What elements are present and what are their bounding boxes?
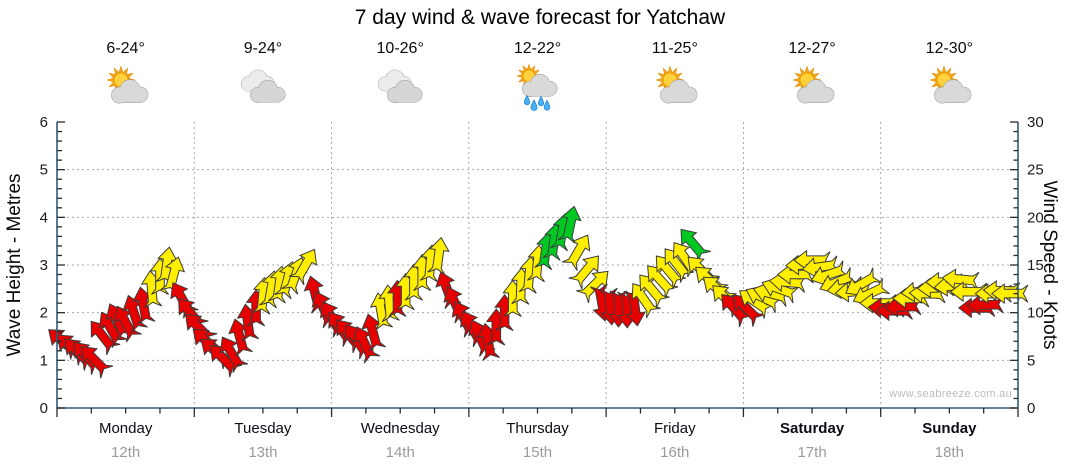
temp-range-saturday: 12-27° bbox=[788, 40, 836, 57]
temp-range-tuesday: 9-24° bbox=[243, 40, 283, 57]
wave-height-tick: 6 bbox=[40, 114, 48, 131]
wind-arrow bbox=[90, 320, 121, 356]
weather-icon-cloudy bbox=[239, 63, 287, 111]
weather-icon-partly-cloudy bbox=[788, 63, 836, 111]
day-label-friday: Friday bbox=[654, 420, 696, 437]
wind-arrow bbox=[427, 236, 450, 275]
wind-arrow bbox=[568, 255, 600, 290]
weather-icon-sun-showers bbox=[514, 63, 562, 111]
wind-arrow bbox=[80, 346, 114, 379]
wind-arrow bbox=[160, 256, 186, 295]
wind-speed-tick: 5 bbox=[1027, 352, 1035, 369]
date-label-thursday: 15th bbox=[523, 444, 552, 461]
weather-icon-cloudy bbox=[376, 63, 424, 111]
wave-height-tick: 0 bbox=[40, 400, 48, 417]
day-label-sunday: Sunday bbox=[922, 420, 977, 437]
date-label-wednesday: 14th bbox=[386, 444, 415, 461]
chart-title: 7 day wind & wave forecast for Yatchaw bbox=[354, 6, 726, 29]
wave-height-tick: 3 bbox=[40, 257, 48, 274]
wind-arrow bbox=[288, 248, 318, 286]
wind-arrow bbox=[966, 294, 1004, 316]
date-label-sunday: 18th bbox=[935, 444, 964, 461]
wind-arrow bbox=[122, 294, 148, 333]
wind-arrow bbox=[639, 274, 670, 309]
wind-arrow bbox=[631, 282, 661, 319]
wind-arrow bbox=[562, 234, 591, 271]
watermark: www.seabreeze.com.au bbox=[889, 388, 1012, 400]
date-label-tuesday: 13th bbox=[248, 444, 277, 461]
weather-icon-partly-cloudy bbox=[925, 63, 973, 111]
day-label-thursday: Thursday bbox=[506, 420, 569, 437]
temp-range-wednesday: 10-26° bbox=[376, 40, 424, 57]
temp-range-friday: 11-25° bbox=[651, 40, 698, 57]
date-label-friday: 16th bbox=[660, 444, 689, 461]
weather-icon-partly-cloudy bbox=[102, 63, 150, 111]
axis-ticks bbox=[56, 121, 1019, 417]
wind-speed-tick: 0 bbox=[1027, 400, 1035, 417]
wind-arrow bbox=[352, 326, 381, 364]
wind-arrow bbox=[113, 305, 142, 343]
date-label-monday: 12th bbox=[111, 444, 140, 461]
day-label-monday: Monday bbox=[99, 420, 153, 437]
wind-speed-tick: 15 bbox=[1027, 257, 1044, 274]
wind-arrow bbox=[647, 265, 679, 299]
temp-range-thursday: 12-22° bbox=[513, 40, 562, 57]
wind-speed-tick: 25 bbox=[1027, 162, 1044, 179]
wave-height-tick: 4 bbox=[40, 209, 48, 226]
wind-arrow bbox=[941, 268, 980, 290]
wave-height-tick: 5 bbox=[40, 162, 48, 179]
wind-arrow bbox=[557, 205, 582, 244]
wave-height-tick: 1 bbox=[40, 352, 48, 369]
temp-range-sunday: 12-30° bbox=[925, 40, 973, 57]
day-label-wednesday: Wednesday bbox=[361, 420, 440, 437]
temp-range-monday: 6-24° bbox=[106, 40, 145, 57]
day-label-tuesday: Tuesday bbox=[234, 420, 291, 437]
wind-arrow bbox=[680, 228, 711, 263]
wind-speed-tick: 10 bbox=[1027, 305, 1044, 322]
weather-icon-partly-cloudy bbox=[651, 63, 699, 111]
wind-speed-tick: 30 bbox=[1027, 114, 1044, 131]
wind-arrow bbox=[219, 336, 249, 373]
date-label-saturday: 17th bbox=[797, 444, 826, 461]
wind-arrow bbox=[990, 283, 1029, 305]
day-label-saturday: Saturday bbox=[780, 420, 845, 437]
wind-arrows bbox=[48, 205, 1029, 379]
wind-speed-tick: 20 bbox=[1027, 209, 1044, 226]
wave-height-tick: 2 bbox=[40, 305, 48, 322]
